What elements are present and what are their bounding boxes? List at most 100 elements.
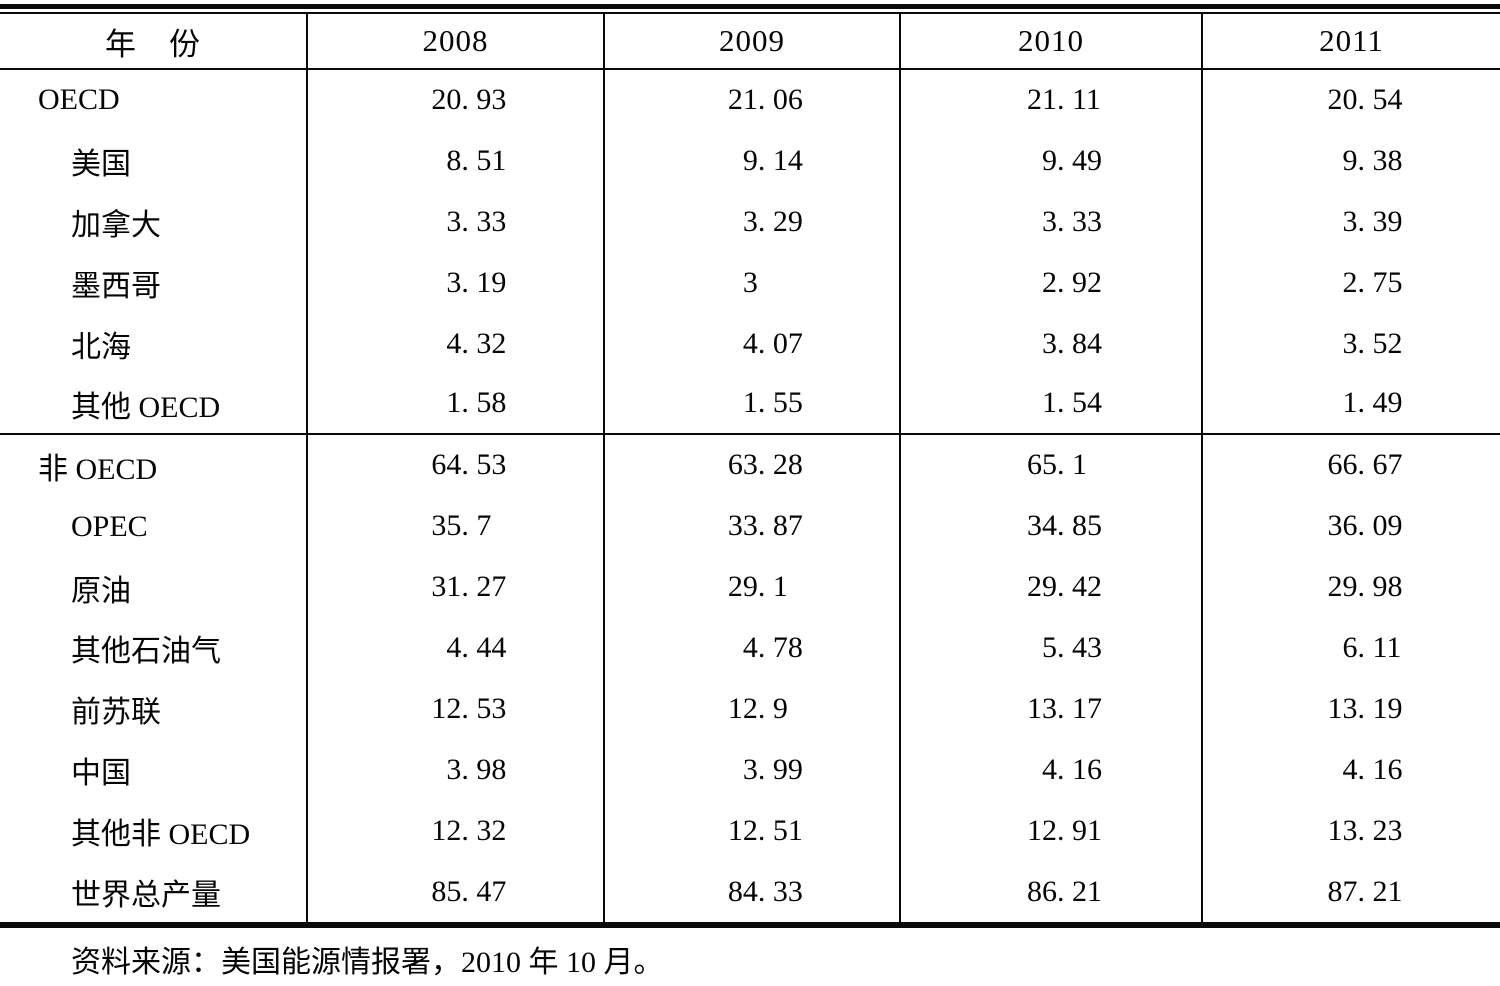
- value-cell: 3. 99: [603, 739, 899, 801]
- table-body: OECD 20. 93 21. 06 21. 11 20. 54 美国 8. 51 9. 14…: [0, 70, 1500, 923]
- value-integer-part: 4: [742, 326, 758, 360]
- row-label: 美国: [71, 148, 131, 182]
- value-cell: 35. 7: [306, 496, 603, 558]
- value-integer-part: 3: [1042, 326, 1057, 360]
- value-integer-part: 21: [1027, 83, 1057, 116]
- value-cell: 64. 53: [306, 435, 603, 497]
- value-cell: 3. 19: [306, 252, 603, 314]
- header-cell-year-label: 年 份: [105, 26, 201, 62]
- value-cell: 13. 23: [1201, 800, 1500, 862]
- value-fraction-part: . 19: [461, 265, 507, 299]
- value-integer-part: 9: [1042, 143, 1057, 177]
- row-label: 加拿大: [71, 209, 161, 243]
- value-fraction-part: . 39: [1357, 204, 1403, 238]
- value-fraction-part: . 33: [757, 874, 803, 908]
- value-integer-part: 3: [742, 204, 758, 238]
- value-fraction-part: . 51: [757, 813, 803, 847]
- value-fraction-part: . 67: [1357, 448, 1403, 482]
- value-fraction-part: . 11: [1357, 631, 1402, 665]
- value-fraction-part: . 47: [461, 874, 507, 908]
- value-integer-part: 4: [1042, 752, 1057, 786]
- row-label: OPEC: [71, 509, 148, 543]
- value-integer-part: 4: [1342, 752, 1358, 786]
- value-cell: 21. 11: [899, 70, 1201, 131]
- value-cell: 36. 09: [1201, 496, 1500, 558]
- value-integer-part: 3: [1342, 204, 1358, 238]
- table-top-thick-rule: [0, 4, 1500, 9]
- value-cell: 20. 54: [1201, 70, 1500, 131]
- value-fraction-part: . 54: [1357, 83, 1403, 116]
- value-fraction-part: . 06: [757, 83, 803, 116]
- value-cell: 4. 16: [1201, 739, 1500, 801]
- row-label: OECD: [38, 83, 120, 117]
- value-fraction-part: . 23: [1357, 813, 1403, 847]
- value-integer-part: 3: [1042, 204, 1057, 238]
- value-integer-part: 2: [1342, 265, 1358, 299]
- table-header-row: 年 份 2008 2009 2010 2011: [0, 14, 1500, 70]
- value-fraction-part: . 21: [1357, 874, 1403, 908]
- table-row: 世界总产量 85. 47 84. 33 86. 21 87. 21: [0, 861, 1500, 923]
- value-integer-part: 29: [727, 570, 758, 604]
- header-cell-2010: 2010: [899, 14, 1201, 68]
- row-label: 其他非 OECD: [71, 818, 251, 852]
- table-row: 其他石油气 4. 44 4. 78 5. 43 6. 11: [0, 618, 1500, 679]
- value-cell: 65. 1: [899, 435, 1201, 497]
- value-integer-part: 13: [1327, 691, 1358, 725]
- value-integer-part: 1: [742, 386, 758, 420]
- header-cell-2009: 2009: [603, 14, 899, 68]
- value-cell: 21. 06: [603, 70, 899, 131]
- value-integer-part: 3: [1342, 326, 1358, 360]
- value-cell: 2. 92: [899, 252, 1201, 314]
- value-fraction-part: . 07: [757, 326, 803, 360]
- value-fraction-part: . 49: [1357, 386, 1403, 420]
- value-integer-part: 12: [727, 813, 758, 847]
- value-fraction-part: . 84: [1057, 326, 1102, 360]
- value-cell: 31. 27: [306, 557, 603, 619]
- value-integer-part: 35: [431, 509, 462, 543]
- value-fraction-part: . 1: [757, 570, 788, 604]
- value-integer-part: 12: [431, 691, 462, 725]
- value-integer-part: 9: [742, 143, 758, 177]
- value-integer-part: 13: [1327, 813, 1358, 847]
- row-label: 墨西哥: [71, 270, 161, 304]
- value-integer-part: 1: [446, 386, 462, 420]
- value-fraction-part: . 29: [757, 204, 803, 238]
- value-fraction-part: . 33: [461, 204, 507, 238]
- value-fraction-part: . 32: [461, 813, 507, 847]
- value-fraction-part: . 78: [757, 631, 803, 665]
- value-integer-part: 9: [1342, 143, 1358, 177]
- value-integer-part: 12: [1027, 813, 1057, 847]
- value-cell: 8. 51: [306, 130, 603, 192]
- value-cell: 6. 11: [1201, 618, 1500, 679]
- row-label: 世界总产量: [71, 879, 221, 913]
- value-cell: 12. 32: [306, 800, 603, 862]
- value-cell: 34. 85: [899, 496, 1201, 558]
- value-integer-part: 20: [431, 83, 462, 116]
- value-cell: 3. 98: [306, 739, 603, 801]
- value-fraction-part: . 53: [461, 448, 507, 482]
- value-integer-part: 66: [1327, 448, 1358, 482]
- table-row: OPEC 35. 7 33. 87 34. 85 36. 09: [0, 496, 1500, 558]
- value-integer-part: 34: [1027, 509, 1057, 543]
- value-cell: 1. 54: [899, 374, 1201, 434]
- value-fraction-part: . 42: [1057, 570, 1102, 604]
- value-integer-part: 29: [1327, 570, 1358, 604]
- value-integer-part: 65: [1027, 448, 1057, 482]
- row-label: 前苏联: [71, 696, 161, 730]
- value-fraction-part: . 91: [1057, 813, 1102, 847]
- table-row: 其他非 OECD 12. 32 12. 51 12. 91 13. 23: [0, 800, 1500, 862]
- value-cell: 29. 42: [899, 557, 1201, 619]
- value-integer-part: 20: [1327, 83, 1358, 116]
- value-cell: 3: [603, 252, 899, 314]
- value-integer-part: 84: [727, 874, 758, 908]
- table-bottom-rule: [0, 922, 1500, 929]
- value-cell: 3. 33: [306, 191, 603, 253]
- value-cell: 5. 43: [899, 618, 1201, 679]
- value-fraction-part: . 33: [1057, 204, 1102, 238]
- value-integer-part: 1: [1042, 386, 1057, 420]
- value-integer-part: 3: [446, 752, 462, 786]
- value-fraction-part: . 9: [757, 691, 788, 725]
- value-integer-part: 31: [431, 570, 462, 604]
- value-integer-part: 13: [1027, 691, 1057, 725]
- value-cell: 87. 21: [1201, 861, 1500, 923]
